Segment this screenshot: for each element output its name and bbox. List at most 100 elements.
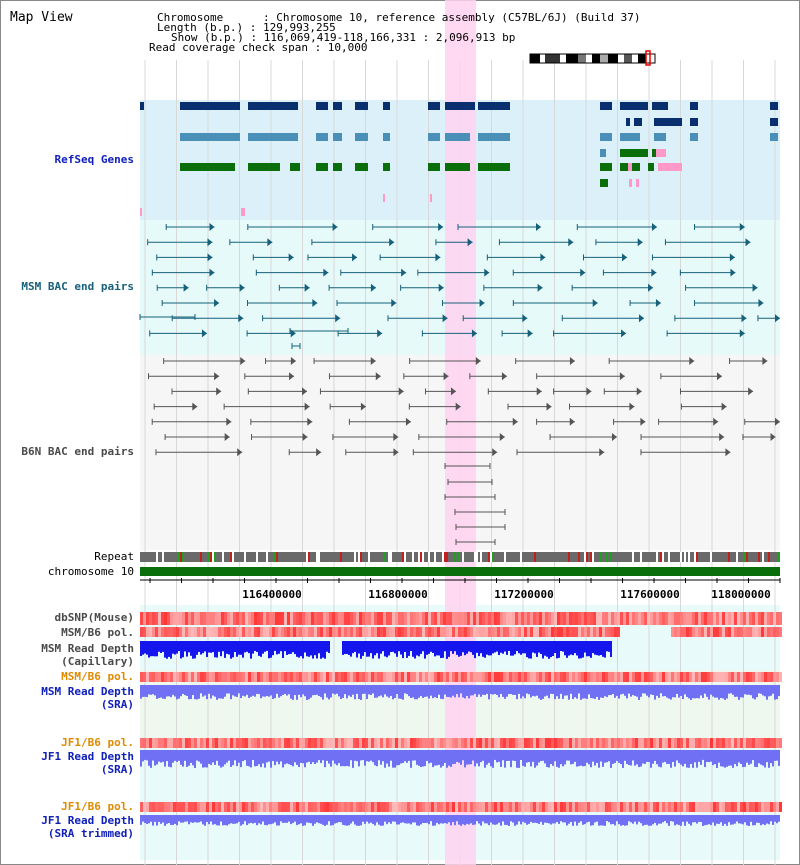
read-depth-bar: [282, 685, 284, 695]
repeat-segment: [662, 552, 664, 562]
read-depth-bar: [276, 815, 278, 826]
polymorphism-cell: [641, 738, 644, 748]
track-label-jf1-pol-2[interactable]: JF1/B6 pol.: [61, 800, 134, 813]
polymorphism-cell: [695, 738, 698, 748]
polymorphism-cell: [770, 672, 773, 682]
read-depth-bar: [554, 815, 556, 824]
polymorphism-cell: [146, 627, 149, 637]
read-depth-bar: [666, 750, 668, 764]
polymorphism-cell: [596, 802, 599, 812]
read-depth-bar: [294, 750, 296, 763]
read-depth-bar: [174, 815, 176, 824]
track-label-dbsnp[interactable]: dbSNP(Mouse): [54, 611, 134, 624]
polymorphism-cell: [611, 612, 614, 625]
bac-end-marker: [568, 238, 574, 247]
read-depth-bar: [708, 750, 710, 763]
polymorphism-cell: [377, 612, 380, 625]
read-depth-bar: [258, 641, 260, 656]
polymorphism-cell: [182, 672, 185, 682]
repeat-segment: [766, 552, 768, 562]
polymorphism-cell: [680, 672, 683, 682]
read-depth-bar: [142, 641, 144, 655]
read-depth-bar: [210, 815, 212, 822]
read-depth-bar: [598, 815, 600, 826]
polymorphism-cell: [428, 612, 431, 625]
read-depth-bar: [490, 641, 492, 656]
read-depth-bar: [226, 750, 228, 763]
repeat-segment: [702, 552, 704, 562]
repeat-segment: [436, 552, 438, 562]
read-depth-bar: [704, 685, 706, 694]
polymorphism-cell: [362, 802, 365, 812]
bac-end-marker: [216, 387, 222, 396]
polymorphism-cell: [776, 672, 779, 682]
read-depth-bar: [372, 815, 374, 824]
track-label-msm-pol-2[interactable]: MSM/B6 pol.: [61, 670, 134, 683]
read-depth-bar: [304, 641, 306, 653]
polymorphism-cell: [359, 672, 362, 682]
read-depth-bar: [620, 815, 622, 826]
track-label-msm-pol[interactable]: MSM/B6 pol.: [61, 626, 134, 639]
polymorphism-cell: [554, 627, 557, 637]
gene-feature: [140, 102, 144, 110]
repeat-segment: [170, 552, 172, 562]
read-depth-bar: [572, 750, 574, 764]
polymorphism-cell: [254, 802, 257, 812]
polymorphism-cell: [605, 738, 608, 748]
polymorphism-cell: [671, 627, 674, 637]
polymorphism-cell: [365, 738, 368, 748]
polymorphism-cell: [566, 627, 569, 637]
polymorphism-cell: [236, 802, 239, 812]
read-depth-bar: [690, 750, 692, 764]
polymorphism-cell: [269, 612, 272, 625]
read-depth-bar: [482, 815, 484, 822]
polymorphism-cell: [557, 802, 560, 812]
track-label-refseq[interactable]: RefSeq Genes: [54, 153, 134, 166]
track-label-msm-depth-sra[interactable]: MSM Read Depth: [41, 685, 134, 698]
read-depth-bar: [384, 750, 386, 768]
track-label-msm-depth-cap[interactable]: MSM Read Depth: [41, 642, 134, 655]
repeat-segment: [346, 552, 348, 562]
polymorphism-cell: [314, 612, 317, 625]
track-label-jf1-depth-sra-sub: (SRA): [100, 763, 134, 776]
polymorphism-cell: [275, 738, 278, 748]
polymorphism-cell: [497, 612, 500, 625]
track-label-jf1-depth-trim[interactable]: JF1 Read Depth: [41, 814, 134, 827]
read-depth-bar: [264, 685, 266, 697]
read-depth-bar: [242, 815, 244, 825]
read-depth-bar: [614, 750, 616, 764]
track-label-repeat[interactable]: Repeat: [94, 550, 134, 563]
track-label-b6n-bac[interactable]: B6N BAC end pairs: [21, 445, 134, 458]
read-depth-bar: [546, 641, 548, 657]
polymorphism-cell: [221, 672, 224, 682]
polymorphism-cell: [536, 627, 539, 637]
bac-end-marker: [207, 253, 213, 262]
polymorphism-cell: [173, 738, 176, 748]
read-depth-bar: [398, 685, 400, 699]
read-depth-bar: [310, 815, 312, 824]
read-depth-bar: [434, 685, 436, 698]
polymorphism-cell: [761, 672, 764, 682]
read-depth-bar: [392, 815, 394, 822]
polymorphism-cell: [269, 802, 272, 812]
polymorphism-cell: [179, 612, 182, 625]
read-depth-bar: [370, 641, 372, 654]
polymorphism-cell: [563, 672, 566, 682]
polymorphism-cell: [599, 672, 602, 682]
track-label-jf1-pol[interactable]: JF1/B6 pol.: [61, 736, 134, 749]
bac-end-marker: [183, 283, 189, 292]
polymorphism-cell: [317, 627, 320, 637]
read-depth-bar: [310, 685, 312, 698]
track-label-jf1-depth-sra[interactable]: JF1 Read Depth: [41, 750, 134, 763]
polymorphism-cell: [155, 612, 158, 625]
repeat-segment: [214, 552, 216, 562]
polymorphism-cell: [620, 738, 623, 748]
repeat-segment: [624, 552, 626, 562]
repeat-segment: [730, 552, 732, 562]
bac-end-marker: [501, 372, 507, 381]
track-label-msm-bac[interactable]: MSM BAC end pairs: [21, 280, 134, 293]
read-depth-bar: [380, 641, 382, 654]
read-depth-bar: [696, 685, 698, 699]
read-depth-bar: [570, 815, 572, 822]
